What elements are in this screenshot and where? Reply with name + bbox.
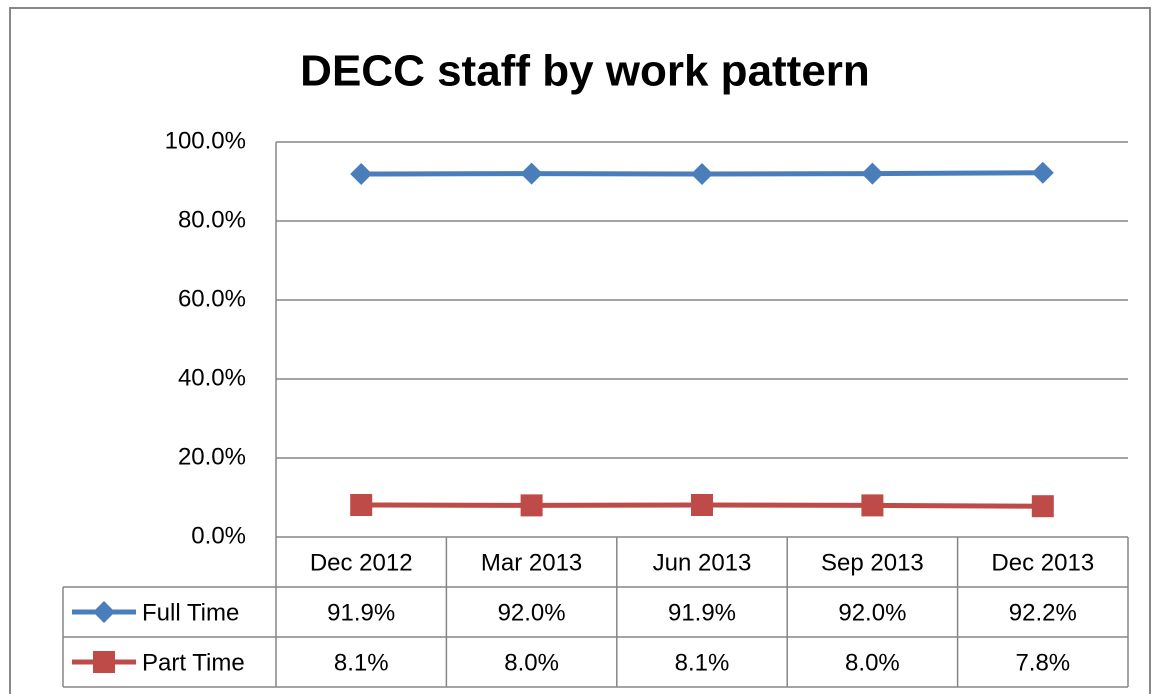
chart-title: DECC staff by work pattern: [300, 47, 870, 96]
table-value: 92.0%: [838, 599, 906, 626]
data-point: [691, 162, 713, 185]
y-tick-label: 100.0%: [165, 127, 246, 154]
x-tick-label: Mar 2013: [481, 549, 582, 576]
legend-label: Part Time: [142, 649, 245, 676]
y-tick-label: 20.0%: [178, 443, 246, 470]
data-point: [861, 162, 884, 185]
data-point: [350, 494, 373, 517]
legend-marker: [93, 651, 115, 673]
table-value: 92.0%: [498, 599, 566, 626]
y-tick-label: 80.0%: [178, 206, 246, 233]
legend-label: Full Time: [142, 599, 239, 626]
data-point: [520, 494, 543, 517]
table-value: 91.9%: [327, 599, 395, 626]
data-point: [520, 162, 543, 185]
table-value: 7.8%: [1015, 649, 1070, 676]
table-value: 8.1%: [334, 649, 389, 676]
table-value: 92.2%: [1009, 599, 1077, 626]
data-point: [861, 494, 884, 517]
x-tick-label: Dec 2013: [991, 549, 1094, 576]
y-tick-label: 60.0%: [178, 285, 246, 312]
table-value: 8.1%: [675, 649, 730, 676]
x-tick-label: Sep 2013: [821, 549, 924, 576]
table-value: 8.0%: [845, 649, 900, 676]
table-value: 91.9%: [668, 599, 736, 626]
data-point: [691, 494, 713, 517]
legend-marker: [93, 601, 115, 623]
data-point: [1031, 161, 1054, 184]
x-tick-label: Dec 2012: [310, 549, 413, 576]
chart-border: [9, 7, 1151, 694]
data-point: [350, 162, 373, 185]
data-point: [1031, 495, 1054, 518]
table-value: 8.0%: [504, 649, 559, 676]
x-tick-label: Jun 2013: [653, 549, 752, 576]
y-tick-label: 0.0%: [191, 522, 246, 549]
y-tick-label: 40.0%: [178, 364, 246, 391]
